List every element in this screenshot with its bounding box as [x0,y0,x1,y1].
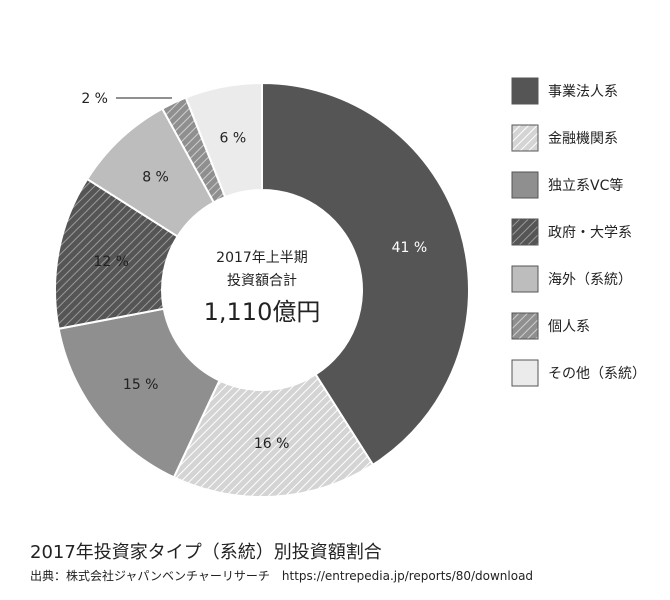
donut-slice-1 [261,81,470,467]
percent-label-slice-1: 41 % [392,240,428,256]
legend-swatch-slice-7 [511,359,539,387]
donut-slices [54,81,470,498]
percent-label-slice-2: 16 % [254,436,290,452]
legend-label-slice-3: 独立系VC等 [548,177,623,194]
center-total: 1,110億円 [204,298,321,326]
donut-slice-7 [184,81,263,199]
legend-label-slice-6: 個人系 [548,319,590,335]
donut-slice-2 [172,373,375,498]
legend-swatch-slice-4 [511,218,539,246]
donut-chart: 41 % 16 % 15 % 12 % 8 % 2 % 6 % 2017年上半期 投資額合計… [54,77,646,498]
legend-swatch-slice-3 [511,171,539,199]
percent-label-slice-6: 2 % [81,91,108,107]
center-label: 2017年上半期 投資額合計 1,110億円 [204,250,321,326]
donut-slice-3 [57,307,221,479]
center-line-2: 投資額合計 [227,273,297,289]
legend-label-slice-7: その他（系統） [548,366,646,382]
chart-caption: 2017年投資家タイプ（系統）別投資額割合 [30,542,382,563]
legend-label-slice-1: 事業法人系 [548,84,618,100]
legend-swatch-slice-1 [511,77,539,105]
legend-swatch-slice-5 [511,265,539,293]
percent-label-slice-7: 6 % [220,130,247,146]
legend-label-slice-4: 政府・大学系 [548,225,632,241]
percent-label-slice-4: 12 % [93,254,129,270]
legend-swatch-slice-6 [511,312,539,340]
percent-label-slice-3: 15 % [123,377,159,393]
percent-label-slice-5: 8 % [142,170,169,186]
legend-swatch-slice-2 [511,124,539,152]
legend-label-slice-5: 海外（系統） [548,272,632,288]
legend-label-slice-2: 金融機関系 [548,131,618,147]
percent-labels: 41 % 16 % 15 % 12 % 8 % 2 % 6 % [81,91,427,452]
center-line-1: 2017年上半期 [216,250,308,266]
source-note: 出典：株式会社ジャパンベンチャーリサーチ https://entrepedia.… [30,569,534,583]
